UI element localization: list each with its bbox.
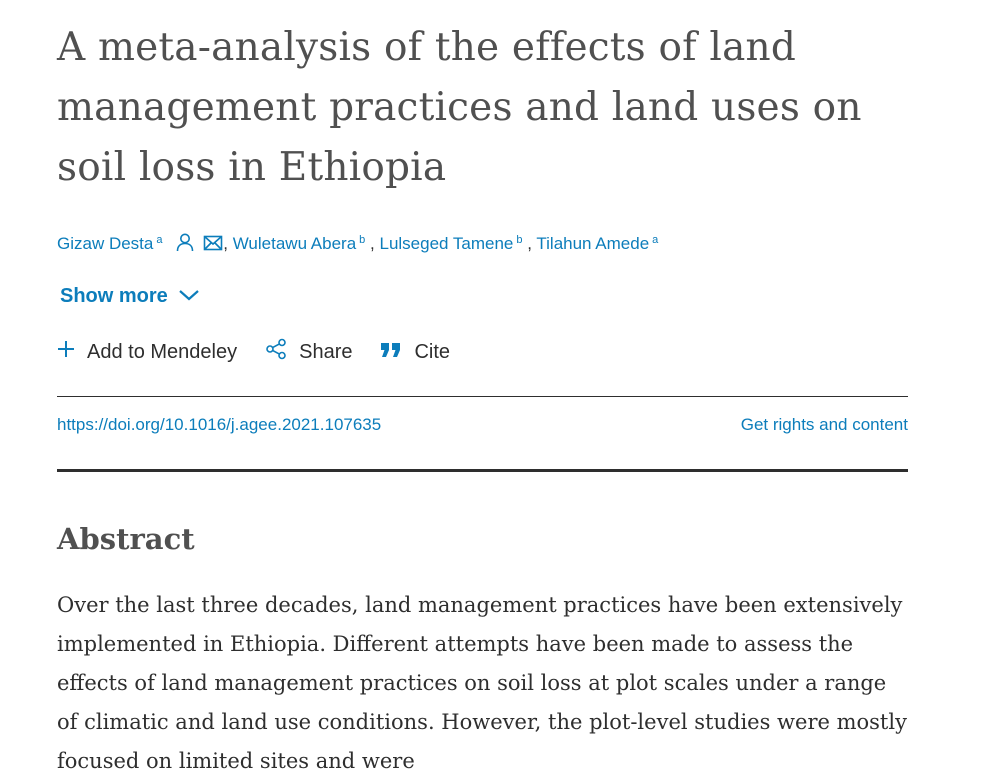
quote-icon	[380, 341, 402, 364]
envelope-icon[interactable]	[203, 234, 223, 259]
doi-link[interactable]: https://doi.org/10.1016/j.agee.2021.1076…	[57, 415, 382, 434]
article-title: A meta-analysis of the effects of land m…	[57, 25, 862, 190]
doi-row: https://doi.org/10.1016/j.agee.2021.1076…	[57, 397, 908, 453]
plus-icon	[57, 340, 75, 364]
affiliation-marker: a	[156, 234, 163, 246]
author-name: Lulseged Tamene	[379, 234, 514, 253]
author-link-gizaw-desta[interactable]: Gizaw Desta a	[57, 234, 167, 253]
author-link-tilahun-amede[interactable]: Tilahun Amede a	[536, 234, 658, 253]
author-link-wuletawu-abera[interactable]: Wuletawu Abera b	[233, 234, 370, 253]
author-name: Gizaw Desta	[57, 234, 154, 253]
chevron-down-icon	[178, 285, 200, 308]
abstract-text: Over the last three decades, land manage…	[57, 593, 907, 773]
cite-label: Cite	[414, 340, 451, 363]
cite-button[interactable]: Cite	[380, 341, 450, 364]
share-icon	[265, 338, 287, 366]
show-more-button[interactable]: Show more	[60, 285, 200, 308]
person-icon[interactable]	[175, 232, 195, 259]
get-rights-link[interactable]: Get rights and content	[740, 415, 908, 434]
share-button[interactable]: Share	[265, 338, 352, 366]
share-label: Share	[299, 340, 353, 363]
abstract-heading: Abstract	[57, 522, 195, 556]
separator: ,	[370, 234, 380, 253]
article-actions: Add to Mendeley Share Cite	[57, 338, 908, 366]
separator: ,	[527, 234, 537, 253]
affiliation-marker: b	[359, 234, 366, 246]
section-divider	[57, 469, 908, 472]
article-header: A meta-analysis of the effects of land m…	[57, 0, 908, 781]
affiliation-marker: a	[652, 234, 659, 246]
add-to-mendeley-label: Add to Mendeley	[87, 340, 238, 363]
separator: ,	[223, 234, 233, 253]
affiliation-marker: b	[516, 234, 523, 246]
show-more-label: Show more	[60, 285, 168, 307]
author-list: Gizaw Desta a , Wuletawu Abera b , Lulsege…	[57, 228, 908, 259]
author-link-lulseged-tamene[interactable]: Lulseged Tamene b	[379, 234, 527, 253]
divider	[57, 396, 908, 397]
add-to-mendeley-button[interactable]: Add to Mendeley	[57, 340, 237, 364]
author-name: Wuletawu Abera	[232, 234, 357, 253]
author-name: Tilahun Amede	[536, 234, 650, 253]
